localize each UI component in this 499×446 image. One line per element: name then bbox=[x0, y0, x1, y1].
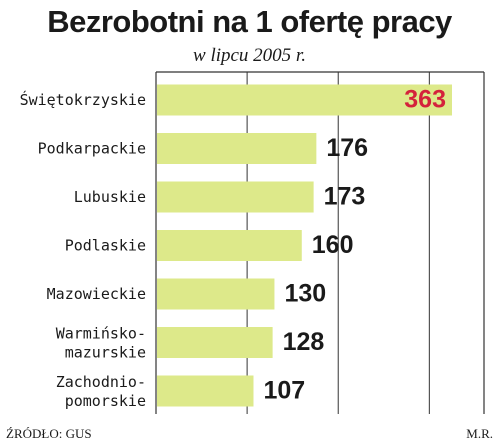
category-label: Świętokrzyskie bbox=[20, 90, 146, 109]
category-label-line: mazurskie bbox=[65, 344, 146, 362]
bar bbox=[157, 278, 275, 310]
value-label: 160 bbox=[312, 231, 354, 259]
value-label: 107 bbox=[263, 377, 305, 405]
bar bbox=[157, 133, 317, 164]
category-label: Lubuskie bbox=[74, 188, 146, 206]
chart-title: Bezrobotni na 1 ofertę pracy bbox=[47, 4, 452, 39]
category-label-line: Zachodnio- bbox=[56, 373, 146, 391]
bar bbox=[157, 181, 314, 213]
author-credit: M.R. bbox=[466, 426, 493, 441]
value-label: 363 bbox=[404, 86, 446, 114]
category-label-line: pomorskie bbox=[65, 392, 146, 410]
bar bbox=[157, 230, 302, 261]
value-label: 176 bbox=[326, 134, 368, 162]
bar bbox=[157, 327, 273, 358]
bar bbox=[157, 375, 254, 407]
category-label: Mazowieckie bbox=[47, 285, 146, 303]
value-label: 128 bbox=[283, 328, 325, 356]
category-label: Zachodnio-pomorskie bbox=[56, 373, 146, 410]
bar bbox=[157, 84, 452, 116]
value-label: 173 bbox=[324, 183, 366, 211]
category-label: Warmińsko-mazurskie bbox=[56, 325, 146, 362]
category-label: Podlaskie bbox=[65, 237, 146, 255]
source-note: ŹRÓDŁO: GUS bbox=[6, 426, 92, 441]
value-label: 130 bbox=[284, 280, 326, 308]
chart-subtitle: w lipcu 2005 r. bbox=[193, 45, 306, 66]
category-label: Podkarpackie bbox=[38, 140, 146, 158]
category-label-line: Warmińsko- bbox=[56, 325, 146, 343]
